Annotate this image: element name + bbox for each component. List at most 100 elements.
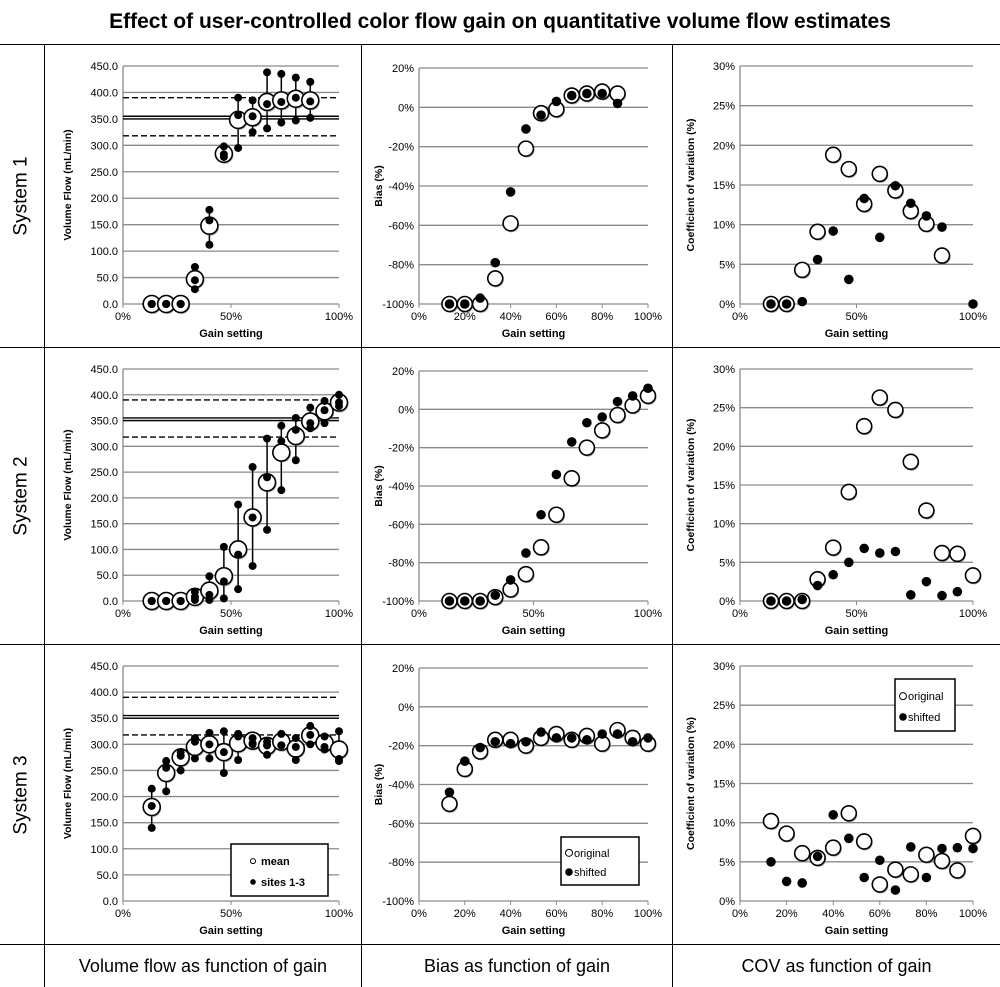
site-point [320,419,329,428]
shifted-point [828,569,838,580]
site-point [306,740,315,749]
shifted-point [566,90,577,101]
y-tick-label: 400.0 [90,687,118,699]
site-point [263,100,272,109]
site-point [219,748,228,757]
shifted-point [627,391,638,401]
volume-chart: 0.0 50.0 100.0 150.0 200.0 250.0 300.0 350.0 400… [62,364,353,637]
y-tick-label: 200.0 [90,493,118,505]
y-tick-label: 300.0 [90,140,118,152]
site-point [190,754,199,763]
shifted-point [844,557,854,568]
site-point [248,561,257,570]
shifted-point [582,417,592,428]
site-point [320,396,329,405]
x-tick-label: 50% [220,311,242,323]
original-point [563,470,581,487]
x-axis-label: Gain setting [825,328,889,340]
y-tick-label: -60% [388,519,414,531]
shifted-point [828,226,838,236]
y-tick-label: 30% [713,661,735,673]
site-point [162,597,171,605]
shifted-point [460,756,470,766]
panel-bias-system-3: -100% -80% -60% -40% -20% 0% 20% 0% 20% 40% 60% 80%… [362,645,673,945]
y-tick-label: 20% [713,441,735,453]
y-tick-label: 5% [719,557,735,569]
site-point [219,142,228,151]
original-point [609,406,626,424]
cov-chart: 0% 5% 10% 15% 20% 25% 30% 0% 20% 40% 60% 80% 100% Gai… [685,661,987,937]
x-tick-label: 50% [845,311,867,323]
y-tick-label: 50.0 [97,273,118,285]
original-point [855,417,873,435]
shifted-point [612,98,623,109]
y-tick-label: 450.0 [90,661,118,673]
y-tick-label: 0% [719,896,735,908]
site-point [306,403,315,412]
site-point [263,68,272,77]
y-axis-label: Volume Flow (mL/min) [62,429,74,540]
original-point [871,876,889,893]
y-tick-label: 250.0 [90,765,118,777]
y-tick-label: -100% [382,896,414,908]
site-point [335,757,343,766]
y-tick-label: 5% [719,857,735,869]
x-tick-label: 0% [732,608,748,620]
shifted-point [521,736,531,747]
site-point [234,756,243,764]
mean-point [272,443,291,462]
site-point [219,769,228,778]
original-point [840,483,858,501]
shifted-point [766,299,776,309]
shifted-point [844,274,854,285]
x-axis-label: Gain setting [502,328,566,340]
original-point [855,833,873,850]
x-tick-label: 100% [634,311,662,323]
site-point [234,93,243,102]
legend-label: sites 1-3 [261,877,305,889]
site-point [291,73,300,82]
original-point [824,146,842,164]
site-point [277,421,286,430]
shifted-point [812,254,823,265]
original-point [840,160,858,178]
legend: mean sites 1-3 [230,843,329,897]
shifted-point [551,469,562,480]
shifted-point [505,187,516,197]
y-tick-label: 10% [713,519,735,531]
site-point [335,390,343,399]
x-tick-label: 0% [115,908,131,920]
original-point [887,401,904,419]
shifted-point [536,727,546,737]
x-tick-label: 20% [454,311,476,323]
y-tick-label: 15% [713,779,735,791]
x-axis-label: Gain setting [199,625,263,637]
original-point [517,140,535,157]
x-tick-label: 0% [732,908,748,920]
shifted-point [781,299,792,309]
site-point [263,741,272,750]
y-tick-label: 250.0 [90,167,118,179]
shifted-point [460,299,470,309]
original-point [933,247,951,264]
shifted-point [921,211,932,221]
site-point [248,112,257,121]
shifted-point [444,596,455,606]
original-point [441,795,458,813]
shifted-point [505,575,516,585]
panel-volume-system-3: 0.0 50.0 100.0 150.0 200.0 250.0 300.0 350.0 400… [45,645,362,945]
original-point [887,861,904,878]
site-point [205,740,214,749]
shifted-point [921,872,932,883]
site-point [219,727,228,736]
shifted-point [797,878,808,888]
x-axis-label: Gain setting [825,925,889,937]
shifted-point [937,590,947,601]
shifted-point [536,509,546,520]
panel-volume-system-2: 0.0 50.0 100.0 150.0 200.0 250.0 300.0 350.0 400… [45,348,362,645]
legend-label: shifted [908,712,940,724]
shifted-point [844,833,854,844]
site-point [291,756,300,764]
site-point [176,751,185,760]
y-tick-label: 0.0 [103,596,118,608]
